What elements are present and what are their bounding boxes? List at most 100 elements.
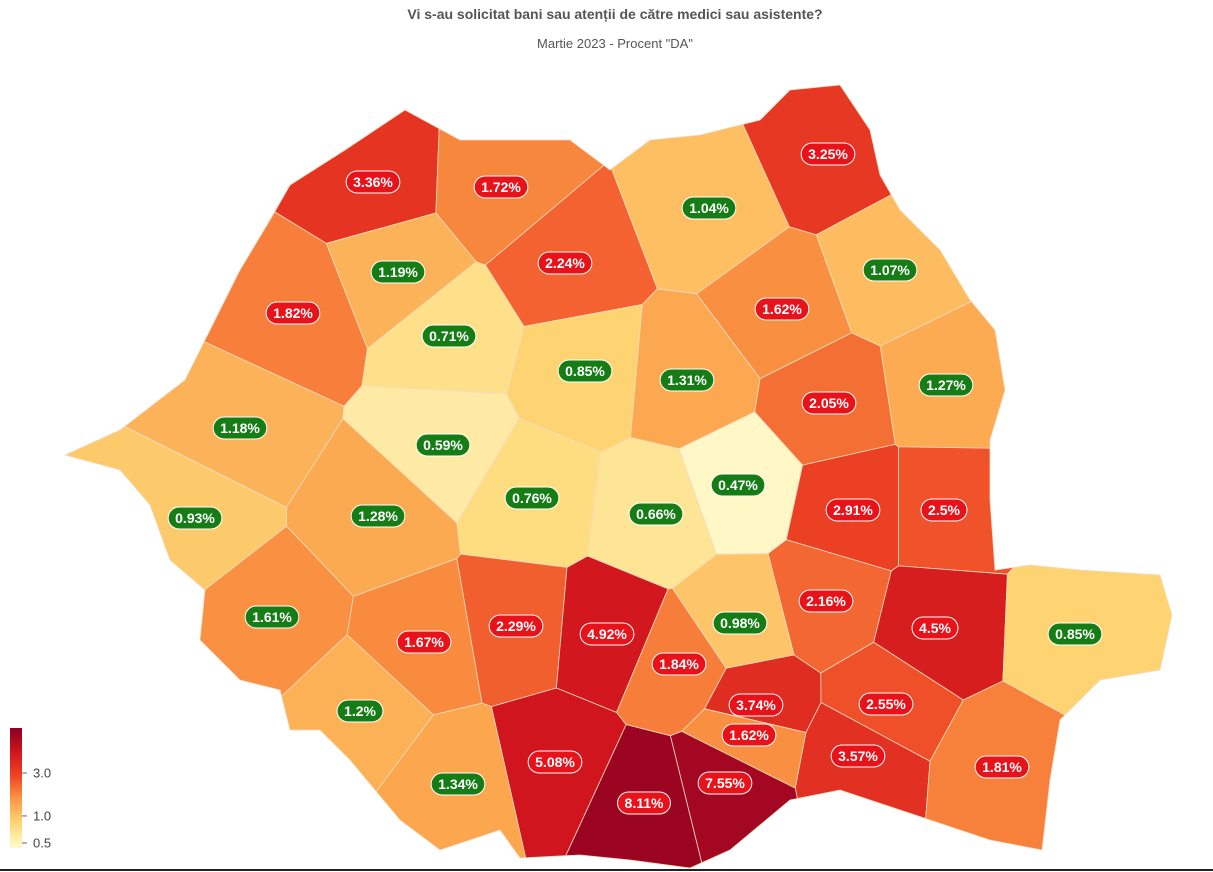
value-label: 1.67%: [396, 630, 452, 654]
label-pill: [697, 771, 753, 795]
label-pill: [830, 744, 886, 768]
label-text: 1.82%: [273, 305, 313, 321]
label-pill: [488, 614, 544, 638]
label-text: 8.11%: [625, 795, 664, 811]
value-label: 1.82%: [265, 301, 321, 325]
label-text: 1.34%: [438, 776, 478, 792]
value-label: 3.25%: [800, 142, 856, 166]
label-pill: [721, 723, 777, 747]
value-label: 4.5%: [911, 616, 959, 640]
label-pill: [557, 359, 613, 383]
label-text: 1.28%: [358, 508, 398, 524]
label-pill: [415, 433, 471, 457]
label-text: 1.2%: [344, 703, 376, 719]
label-text: 1.19%: [378, 264, 418, 280]
label-pill: [862, 258, 918, 282]
label-text: 1.72%: [481, 179, 521, 195]
legend-tick-label: 1.0: [33, 808, 51, 823]
value-label: 2.91%: [825, 498, 881, 522]
label-pill: [918, 373, 974, 397]
value-label: 1.62%: [721, 723, 777, 747]
label-pill: [801, 391, 857, 415]
value-label: 2.55%: [858, 692, 914, 716]
value-label: 0.93%: [167, 506, 223, 530]
label-text: 1.84%: [659, 656, 699, 672]
label-pill: [579, 622, 635, 646]
label-text: 1.31%: [667, 372, 707, 388]
label-pill: [421, 324, 477, 348]
legend-tick-label: 3.0: [33, 766, 51, 781]
label-pill: [167, 506, 223, 530]
label-text: 4.5%: [919, 620, 951, 636]
value-label: 4.92%: [579, 622, 635, 646]
label-pill: [336, 699, 384, 723]
value-label: 2.05%: [801, 391, 857, 415]
label-pill: [825, 498, 881, 522]
value-label: 1.72%: [473, 175, 529, 199]
label-text: 2.24%: [545, 255, 585, 271]
label-text: 0.93%: [175, 510, 215, 526]
value-label: 0.85%: [1047, 622, 1103, 646]
legend-tick-label: 0.5: [33, 836, 51, 851]
label-text: 1.81%: [982, 759, 1022, 775]
label-pill: [430, 772, 486, 796]
value-label: 0.71%: [421, 324, 477, 348]
chart-title: Vi s-au solicitat bani sau atenții de că…: [407, 6, 822, 22]
label-text: 1.61%: [252, 609, 292, 625]
value-label: 1.84%: [651, 652, 707, 676]
value-label: 1.61%: [244, 605, 300, 629]
value-label: 1.34%: [430, 772, 486, 796]
label-text: 2.05%: [809, 395, 849, 411]
value-label: 1.18%: [212, 416, 268, 440]
label-text: 1.62%: [762, 301, 802, 317]
label-text: 5.08%: [535, 754, 575, 770]
value-label: 1.81%: [974, 755, 1030, 779]
label-text: 3.25%: [808, 146, 848, 162]
label-pill: [345, 170, 401, 194]
value-label: 2.5%: [920, 498, 968, 522]
value-label: 3.36%: [345, 170, 401, 194]
label-pill: [628, 502, 684, 526]
label-pill: [974, 755, 1030, 779]
label-text: 2.29%: [496, 618, 536, 634]
label-pill: [798, 589, 854, 613]
color-legend: [10, 728, 22, 848]
label-text: 3.74%: [736, 697, 776, 713]
value-label: 5.08%: [527, 750, 583, 774]
label-text: 4.92%: [587, 626, 627, 642]
label-pill: [1047, 622, 1103, 646]
label-pill: [712, 611, 768, 635]
label-pill: [858, 692, 914, 716]
label-pill: [681, 196, 737, 220]
label-pill: [212, 416, 268, 440]
label-pill: [527, 750, 583, 774]
label-pill: [473, 175, 529, 199]
value-label: 7.55%: [697, 771, 753, 795]
label-pill: [800, 142, 856, 166]
label-pill: [651, 652, 707, 676]
label-pill: [370, 260, 426, 284]
label-text: 1.18%: [220, 420, 260, 436]
label-text: 0.66%: [636, 506, 676, 522]
chart-subtitle: Martie 2023 - Procent "DA": [537, 36, 693, 51]
label-text: 0.59%: [423, 437, 463, 453]
value-label: 1.62%: [754, 297, 810, 321]
value-label: 3.74%: [728, 693, 784, 717]
label-text: 1.27%: [926, 377, 966, 393]
label-pill: [920, 498, 968, 522]
label-pill: [537, 251, 593, 275]
value-label: 0.98%: [712, 611, 768, 635]
value-label: 1.07%: [862, 258, 918, 282]
value-label: 1.2%: [336, 699, 384, 723]
label-text: 2.16%: [806, 593, 846, 609]
label-text: 3.57%: [838, 748, 878, 764]
label-pill: [659, 368, 715, 392]
label-text: 0.71%: [429, 328, 469, 344]
value-label: 8.11%: [617, 791, 671, 815]
label-text: 0.85%: [565, 363, 605, 379]
label-text: 3.36%: [353, 174, 393, 190]
label-text: 0.98%: [720, 615, 760, 631]
value-label: 1.31%: [659, 368, 715, 392]
value-label: 2.29%: [488, 614, 544, 638]
